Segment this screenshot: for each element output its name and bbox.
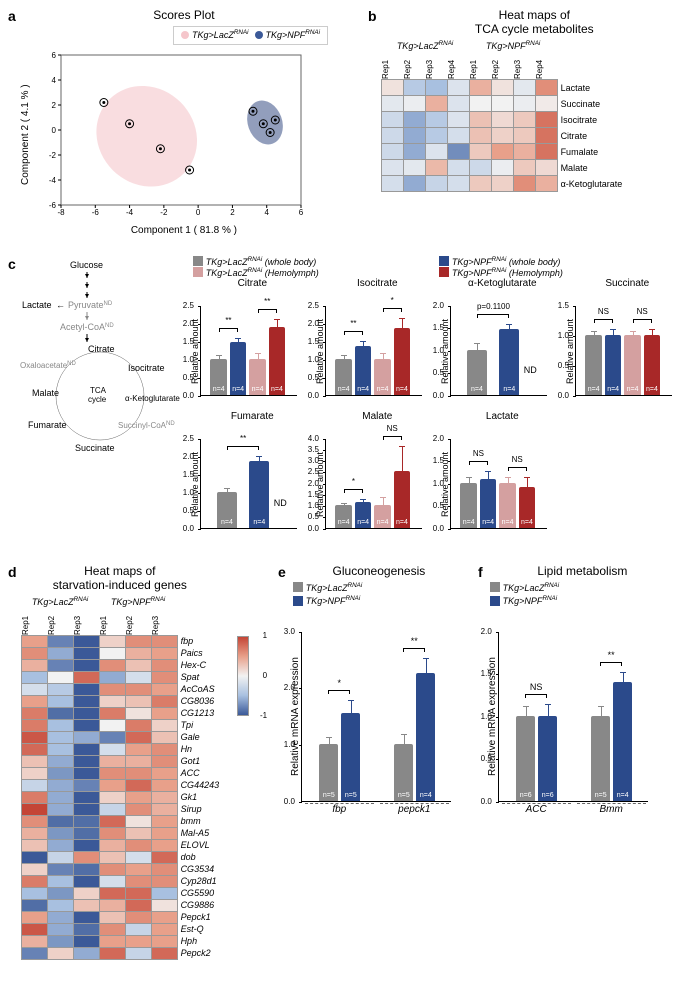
bar-chart-α-ketoglutarate: α-Ketoglutarate Relative amount 0.00.51.… xyxy=(440,278,565,411)
legend-item: TKg>LacZRNAi xyxy=(293,582,362,593)
legend-item: TKg>LacZRNAi (whole body) xyxy=(193,256,433,267)
chart-e: Relative mRNA expression 0.01.02.03.0 n=… xyxy=(290,617,468,817)
svg-text:0: 0 xyxy=(196,208,201,217)
svg-text:OxaloacetateND: OxaloacetateND xyxy=(20,361,76,370)
panel-e-legend: TKg>LacZRNAi TKg>NPFRNAi xyxy=(290,582,468,609)
svg-text:Succinate: Succinate xyxy=(75,443,115,453)
svg-text:cycle: cycle xyxy=(88,395,107,404)
svg-text:Glucose: Glucose xyxy=(70,260,103,270)
svg-text:Fumarate: Fumarate xyxy=(28,420,67,430)
legend-item: TKg>NPFRNAi xyxy=(255,29,320,40)
panel-c-label: c xyxy=(8,256,16,544)
svg-text:Succinyl-CoAND: Succinyl-CoAND xyxy=(118,421,175,430)
tca-cycle-diagram: Glucose Lactate ← PyruvateND Acetyl-CoAN… xyxy=(20,256,180,456)
legend-item: TKg>LacZRNAi xyxy=(181,29,248,40)
panel-a: a Scores Plot TKg>LacZRNAi TKg>NPFRNAi Co… xyxy=(8,8,348,236)
panel-f-label: f xyxy=(478,564,483,817)
bar-chart-citrate: Citrate Relative amount 0.00.51.01.52.02… xyxy=(190,278,315,411)
svg-text:TCA: TCA xyxy=(90,386,107,395)
svg-text:Acetyl-CoAND: Acetyl-CoAND xyxy=(60,322,114,332)
legend-item: TKg>NPFRNAi xyxy=(490,595,557,606)
scores-plot: -8-6-4-20246-6-4-20246 xyxy=(31,45,311,225)
svg-text:-2: -2 xyxy=(49,151,57,160)
svg-text:6: 6 xyxy=(51,51,56,60)
chart-f: Relative mRNA expression 0.00.51.01.52.0… xyxy=(487,617,678,817)
svg-text:Lactate: Lactate xyxy=(22,300,52,310)
legend-item: TKg>LacZRNAi (Hemolymph) xyxy=(193,267,433,278)
panel-f-legend: TKg>LacZRNAi TKg>NPFRNAi xyxy=(487,582,678,609)
legend-item: TKg>NPFRNAi (Hemolymph) xyxy=(439,267,679,278)
legend-item: TKg>NPFRNAi (whole body) xyxy=(439,256,679,267)
svg-text:Citrate: Citrate xyxy=(88,344,115,354)
heatmap-b: TKg>LacZRNAiTKg>NPFRNAiRep1Rep2Rep3Rep4R… xyxy=(381,40,688,192)
svg-text:Isocitrate: Isocitrate xyxy=(128,363,165,373)
panel-a-title: Scores Plot xyxy=(20,8,348,22)
legend-item: TKg>NPFRNAi xyxy=(293,595,360,606)
svg-text:0: 0 xyxy=(51,126,56,135)
panel-a-ylabel: Component 2 ( 4.1 % ) xyxy=(20,45,31,225)
svg-text:α-Ketoglutarate: α-Ketoglutarate xyxy=(125,394,180,403)
panel-b: b Heat maps of TCA cycle metabolites TKg… xyxy=(348,8,688,236)
figure: a Scores Plot TKg>LacZRNAi TKg>NPFRNAi Co… xyxy=(0,0,698,968)
heatmap-d: TKg>LacZRNAiTKg>NPFRNAiRep1Rep2Rep3Rep1R… xyxy=(21,596,220,960)
scores-legend: TKg>LacZRNAi TKg>NPFRNAi xyxy=(173,26,328,45)
bar-chart-lactate: Lactate Relative amount 0.00.51.01.52.0 … xyxy=(440,411,565,544)
panel-e-title: Gluconeogenesis xyxy=(290,564,468,578)
panel-a-label: a xyxy=(8,8,16,236)
panel-d: d Heat maps of starvation-induced genes … xyxy=(8,564,258,960)
svg-text:-8: -8 xyxy=(57,208,65,217)
svg-text:-6: -6 xyxy=(49,201,57,210)
bar-chart-malate: Malate Relative amount 0.00.51.01.52.02.… xyxy=(315,411,440,544)
panel-d-title: Heat maps of starvation-induced genes xyxy=(21,564,220,592)
panel-c-legend: TKg>LacZRNAi (whole body) TKg>NPFRNAi (wh… xyxy=(180,256,690,278)
svg-text:-2: -2 xyxy=(160,208,168,217)
svg-text:PyruvateND: PyruvateND xyxy=(68,300,113,310)
svg-text:-6: -6 xyxy=(92,208,100,217)
bar-chart-fumarate: Fumarate Relative amount 0.00.51.01.52.0… xyxy=(190,411,315,544)
bar-chart-isocitrate: Isocitrate Relative amount 0.00.51.01.52… xyxy=(315,278,440,411)
svg-text:-4: -4 xyxy=(49,176,57,185)
panel-b-title: Heat maps of TCA cycle metabolites xyxy=(381,8,688,36)
panel-e: e Gluconeogenesis TKg>LacZRNAiTKg>NPFRNA… xyxy=(258,564,468,960)
legend-item: TKg>LacZRNAi xyxy=(490,582,559,593)
panel-f: f Lipid metabolism TKg>LacZRNAi TKg>NPFRN… xyxy=(468,564,678,960)
panel-a-xlabel: Component 1 ( 81.8 % ) xyxy=(20,225,348,236)
svg-text:-4: -4 xyxy=(126,208,134,217)
panel-f-title: Lipid metabolism xyxy=(487,564,678,578)
svg-text:←: ← xyxy=(56,300,65,310)
svg-text:6: 6 xyxy=(299,208,304,217)
svg-text:2: 2 xyxy=(230,208,235,217)
svg-text:2: 2 xyxy=(51,101,56,110)
bar-chart-succinate: Succinate Relative amount 0.00.51.01.5 n… xyxy=(565,278,690,411)
panel-d-label: d xyxy=(8,564,17,960)
panel-c-charts: Citrate Relative amount 0.00.51.01.52.02… xyxy=(180,278,690,544)
svg-text:Malate: Malate xyxy=(32,388,59,398)
svg-text:4: 4 xyxy=(51,76,56,85)
panel-b-label: b xyxy=(368,8,377,192)
panel-c: c Glucose Lactate ← PyruvateND Acetyl-Co… xyxy=(8,256,690,544)
svg-text:4: 4 xyxy=(264,208,269,217)
